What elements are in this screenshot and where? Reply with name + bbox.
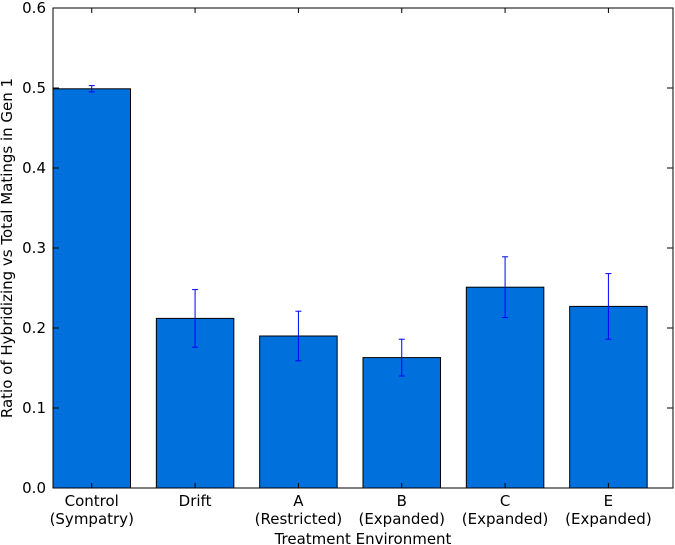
x-tick-label-4: C (Expanded)	[462, 492, 549, 528]
y-tick-label-6: 0.6	[22, 0, 46, 17]
bar-3	[362, 357, 441, 489]
y-axis-ticks: 0.0 0.1 0.2 0.3 0.4 0.5 0.6	[22, 0, 673, 497]
x-tick-label-0: Control (Sympatry)	[50, 492, 134, 528]
y-tick-label-0: 0.0	[22, 479, 46, 497]
error-bar-1	[192, 289, 199, 348]
y-axis-label: Ratio of Hybridizing vs Total Matings in…	[0, 78, 16, 418]
bar-series	[52, 88, 648, 489]
bar-2	[259, 335, 338, 489]
error-bar-series	[88, 85, 612, 377]
y-tick-label-5: 0.5	[22, 79, 46, 97]
y-tick-label-3: 0.3	[22, 239, 46, 257]
x-tick-label-3: B (Expanded)	[358, 492, 445, 528]
x-axis-ticks: Control (Sympatry) Drift A (Restricted) B (Exp…	[50, 8, 652, 528]
x-axis-label: Treatment Environment	[274, 530, 452, 545]
y-tick-label-1: 0.1	[22, 399, 46, 417]
error-bar-4	[502, 256, 509, 319]
x-tick-label-2: A (Restricted)	[255, 492, 343, 528]
bar-0	[52, 88, 131, 489]
error-bar-0	[88, 85, 95, 93]
y-tick-label-2: 0.2	[22, 319, 46, 337]
y-tick-label-4: 0.4	[22, 159, 46, 177]
error-bar-3	[398, 338, 405, 377]
error-bar-2	[295, 310, 302, 362]
x-tick-label-1: Drift	[179, 492, 212, 510]
error-bar-5	[605, 273, 612, 340]
x-tick-label-5: E (Expanded)	[565, 492, 652, 528]
